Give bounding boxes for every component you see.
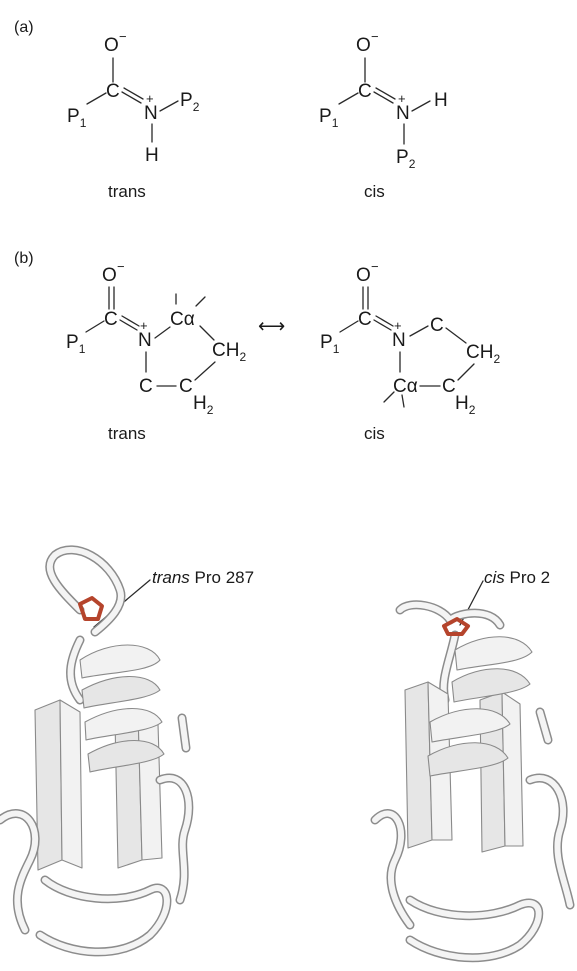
ring-carbon-delta: C [139,376,153,397]
cb-cg-bond [457,363,475,381]
p2-group: P2 [396,147,416,171]
c-n-double-bond-2 [375,315,394,327]
cis-pro-label: cis Pro 2 [484,568,550,587]
amide-nitrogen: N [138,330,152,351]
carbonyl-carbon: C [358,81,372,102]
p1-group: P1 [67,106,87,130]
p1-group: P1 [320,332,340,356]
n-h-bond [411,100,431,112]
c-n-double-bond-1 [121,91,142,104]
p2-group: P2 [180,90,200,114]
alpha-carbon: Cα [393,376,418,397]
panel-b-trans-structure: O − C N + P1 Cα CH2 C C H2 [66,259,246,417]
ring-h2: H2 [193,393,214,417]
oxygen-charge: − [371,259,379,274]
resonance-arrow: ⟷ [258,316,285,337]
nitrogen-charge: + [398,91,406,106]
c-n-double-bond-1 [373,319,392,331]
panel-a-trans-label: trans [108,182,146,201]
cd-cg-bond [445,327,467,344]
c-n-double-bond-1 [119,319,138,331]
panel-b: (b) O − C N + P1 Cα CH2 C C H2 [14,250,500,443]
carbonyl-carbon: C [104,309,118,330]
p1-group: P1 [319,106,339,130]
p1-group: P1 [66,332,86,356]
ca-cb-bond [199,325,215,341]
panel-a-trans-structure: O − C N + P1 P2 H [67,29,200,166]
ca-substituent-down [401,394,405,408]
cg-cb-bond [194,361,216,381]
ca-substituent-left [383,391,395,403]
c-n-double-bond-2 [121,315,140,327]
c-n-double-bond-1 [373,91,394,104]
c-p1-bond [85,320,105,333]
panel-b-tag: (b) [14,250,34,267]
c-n-double-bond-2 [375,87,396,100]
amide-hydrogen: H [145,145,159,166]
n-p2-bond [159,100,179,112]
carbonyl-oxygen: O [102,265,117,286]
amide-hydrogen: H [434,90,448,111]
cis-protein-ribbon [370,600,575,963]
oxygen-charge: − [117,259,125,274]
c-p1-bond [338,92,359,105]
oxygen-charge: − [371,29,379,44]
nitrogen-charge: + [146,91,154,106]
carbonyl-oxygen: O [104,35,119,56]
trans-pro-label: trans Pro 287 [152,568,254,587]
c-n-double-bond-2 [123,87,144,100]
carbonyl-carbon: C [358,309,372,330]
cis-proline-ring-marker [442,617,470,636]
ring-carbon-gamma: C [179,376,193,397]
panel-a: (a) O − C N + P1 P2 H trans O − C [14,19,448,201]
panel-a-tag: (a) [14,19,34,36]
carbonyl-oxygen: O [356,35,371,56]
ring-carbon-delta: C [430,315,444,336]
amide-nitrogen: N [392,330,406,351]
panel-a-cis-label: cis [364,182,385,201]
panel-b-trans-label: trans [108,424,146,443]
nitrogen-charge: + [140,318,148,333]
carbonyl-carbon: C [106,81,120,102]
amide-nitrogen: N [144,103,158,124]
panel-a-cis-structure: O − C N + P1 H P2 [319,29,448,171]
ring-ch2: CH2 [466,342,500,366]
nitrogen-charge: + [394,318,402,333]
trans-proline-ring-marker [78,596,104,621]
c-p1-bond [86,92,107,105]
c-p1-bond [339,320,359,333]
trans-protein-ribbon [0,545,194,957]
panel-b-cis-structure: O − C N + P1 C CH2 Cα C H2 [320,259,500,417]
ca-substituent-right [195,296,206,307]
n-cd-bond [409,325,429,337]
panel-b-cis-label: cis [364,424,385,443]
carbonyl-oxygen: O [356,265,371,286]
alpha-carbon: Cα [170,309,195,330]
ring-ch2: CH2 [212,340,246,364]
oxygen-charge: − [119,29,127,44]
ring-carbon-beta: C [442,376,456,397]
ring-h2: H2 [455,393,476,417]
n-ca-bond [154,326,171,339]
amide-nitrogen: N [396,103,410,124]
